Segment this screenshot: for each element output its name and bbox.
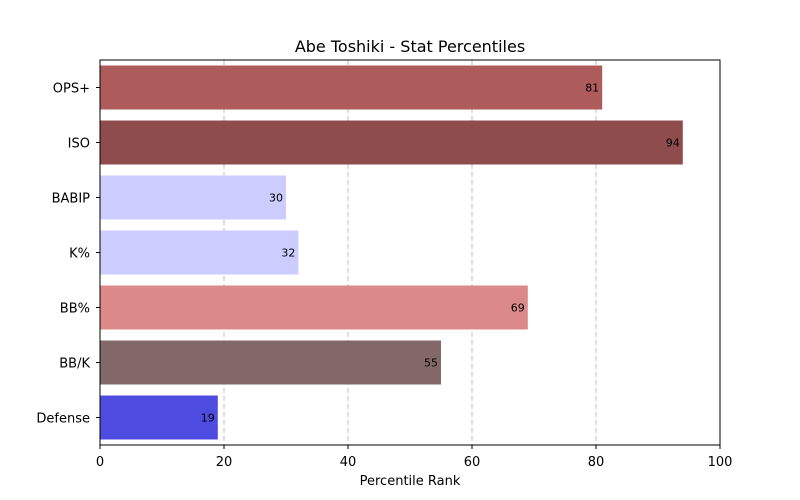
- data-label-iso: 94: [666, 137, 680, 150]
- x-tick-label-20: 20: [216, 455, 233, 470]
- bar-bb: [100, 285, 528, 330]
- bar-k: [100, 230, 299, 275]
- x-tick-label-80: 80: [588, 455, 605, 470]
- y-tick-label-defense: Defense: [36, 412, 90, 427]
- data-labels: 81 94 30 32 69 55 19: [201, 82, 680, 425]
- y-tick-label-bb: BB%: [60, 302, 90, 317]
- y-tick-label-babip: BABIP: [52, 192, 91, 207]
- x-tick-label-100: 100: [708, 455, 733, 470]
- y-tick-label-iso: ISO: [68, 137, 90, 152]
- chart-title: Abe Toshiki - Stat Percentiles: [295, 37, 525, 56]
- bar-defense: [100, 395, 218, 440]
- y-tick-label-ops: OPS+: [53, 82, 90, 97]
- data-label-bb-k: 55: [424, 357, 438, 370]
- y-tick-label-k: K%: [69, 247, 90, 262]
- y-axis-ticks: OPS+ ISO BABIP K% BB% BB/K Defense: [36, 82, 100, 427]
- bar-iso: [100, 120, 683, 165]
- data-label-k: 32: [281, 247, 295, 260]
- x-axis-ticks: 0 20 40 60 80 100: [96, 445, 733, 470]
- x-tick-label-60: 60: [464, 455, 481, 470]
- x-tick-label-0: 0: [96, 455, 104, 470]
- bar-bb-k: [100, 340, 441, 385]
- data-label-babip: 30: [269, 192, 283, 205]
- data-label-ops: 81: [585, 82, 599, 95]
- y-tick-label-bb-k: BB/K: [59, 357, 90, 372]
- bar-babip: [100, 175, 286, 220]
- data-label-defense: 19: [201, 412, 215, 425]
- x-tick-label-40: 40: [340, 455, 357, 470]
- x-axis-label: Percentile Rank: [360, 474, 461, 489]
- bar-ops: [100, 65, 603, 110]
- data-label-bb: 69: [511, 302, 525, 315]
- bars: [100, 65, 683, 440]
